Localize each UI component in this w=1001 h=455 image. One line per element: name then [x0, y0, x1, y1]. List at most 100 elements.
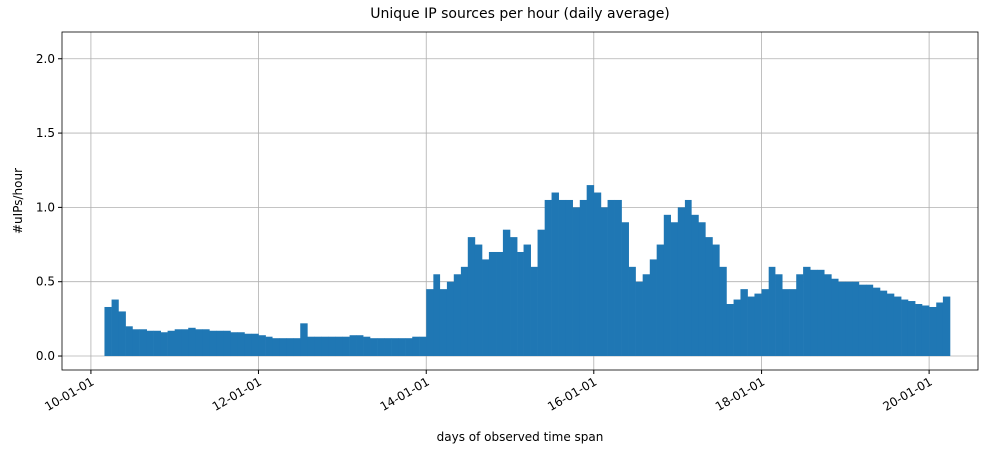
- bar: [244, 333, 252, 357]
- bar: [216, 330, 224, 357]
- bar: [251, 333, 259, 357]
- bar: [670, 222, 679, 357]
- bar: [838, 281, 846, 357]
- bar: [335, 336, 343, 357]
- bar: [279, 338, 287, 357]
- bar: [551, 192, 559, 357]
- x-tick-label: 10-01-01: [42, 374, 96, 413]
- bar: [740, 289, 748, 357]
- bar: [342, 336, 350, 357]
- bar: [209, 330, 217, 357]
- x-axis-label: days of observed time span: [437, 430, 604, 444]
- bar: [467, 237, 476, 357]
- bar: [754, 293, 762, 357]
- bar: [230, 332, 238, 357]
- bar: [356, 335, 364, 357]
- bar: [719, 266, 727, 357]
- bar: [111, 299, 119, 357]
- bar: [482, 259, 490, 357]
- chart-title: Unique IP sources per hour (daily averag…: [370, 6, 670, 22]
- bar: [614, 199, 622, 357]
- bar: [705, 237, 713, 357]
- bar: [258, 335, 266, 357]
- bar: [586, 185, 595, 357]
- bar: [942, 296, 951, 357]
- bar: [181, 329, 189, 357]
- bar: [691, 214, 699, 357]
- bar: [684, 199, 692, 357]
- bar: [202, 329, 210, 357]
- bar: [642, 274, 651, 357]
- y-tick-label: 1.5: [36, 126, 55, 140]
- bar: [104, 306, 112, 357]
- bar: [446, 281, 455, 357]
- bar: [419, 336, 427, 357]
- bar: [502, 229, 511, 357]
- bar: [628, 266, 636, 357]
- plot-frame: [61, 31, 979, 371]
- bar: [412, 336, 420, 357]
- y-tick-label: 2.0: [36, 52, 55, 66]
- bar: [188, 327, 196, 357]
- bar: [125, 326, 133, 357]
- bar: [607, 199, 615, 357]
- bar: [195, 329, 203, 357]
- bar: [496, 251, 504, 357]
- bar: [872, 287, 881, 357]
- bar: [789, 289, 797, 357]
- bar: [328, 336, 336, 357]
- bar: [523, 244, 531, 357]
- bar: [510, 237, 518, 357]
- bar: [907, 301, 916, 357]
- bar: [426, 289, 434, 357]
- bar: [824, 274, 832, 357]
- bar: [223, 330, 231, 357]
- bar: [565, 199, 573, 357]
- bar: [886, 293, 895, 357]
- x-tick-label: 20-01-01: [880, 374, 934, 413]
- bar: [600, 207, 608, 357]
- bar: [782, 289, 790, 357]
- bar: [139, 329, 147, 357]
- x-tick-label: 12-01-01: [210, 374, 264, 413]
- bar: [167, 330, 175, 357]
- x-tick-label: 16-01-01: [545, 374, 599, 413]
- bar: [558, 199, 567, 357]
- bar: [733, 299, 741, 357]
- bar: [530, 266, 538, 357]
- bar: [775, 274, 783, 357]
- bar: [831, 278, 839, 357]
- bar: [936, 302, 944, 357]
- bar: [858, 284, 867, 357]
- bar: [537, 229, 545, 357]
- bar: [517, 251, 524, 357]
- bar: [817, 269, 825, 357]
- bar: [300, 323, 308, 357]
- bar: [153, 330, 161, 357]
- y-tick-label: 0.5: [36, 275, 55, 289]
- bar: [663, 214, 671, 357]
- bar: [803, 266, 811, 357]
- bar: [453, 274, 462, 357]
- bar: [118, 311, 126, 357]
- y-axis-label: #uIPs/hour: [11, 168, 25, 234]
- bar: [405, 338, 413, 357]
- bar: [384, 338, 392, 357]
- bar: [377, 338, 385, 357]
- bar: [810, 269, 818, 357]
- bar: [307, 336, 315, 357]
- bar: [488, 251, 497, 357]
- bar: [237, 332, 245, 357]
- bar: [621, 222, 629, 357]
- bar: [915, 304, 923, 357]
- bar: [879, 290, 888, 357]
- bar: [852, 281, 860, 357]
- bar: [761, 289, 769, 357]
- bar: [929, 306, 937, 357]
- bar: [845, 281, 853, 357]
- bar: [391, 338, 399, 357]
- bar: [579, 199, 587, 357]
- bar: [160, 332, 168, 357]
